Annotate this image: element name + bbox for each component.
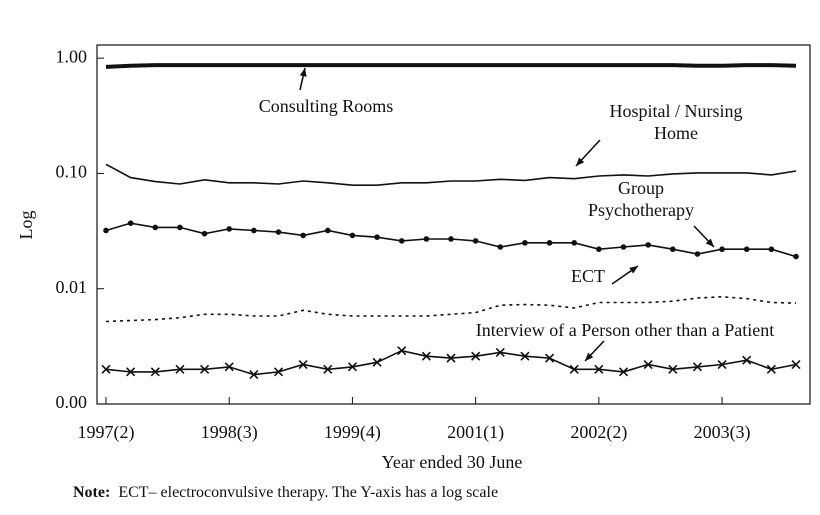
point (374, 234, 380, 240)
series-annotation: Hospital / Nursing Home (610, 101, 743, 143)
point (423, 236, 430, 242)
series-annotation: Interview of a Person other than a Patie… (476, 320, 774, 340)
point (249, 370, 259, 380)
note-label: Note: (73, 484, 110, 501)
arrow-head (629, 266, 638, 274)
series-line (105, 349, 797, 376)
y-axis-label: Log (16, 211, 36, 240)
plot-frame (96, 44, 811, 405)
point (126, 367, 136, 377)
point (103, 227, 109, 234)
point (768, 246, 775, 253)
point (743, 246, 750, 253)
annotation-line: ECT (571, 266, 605, 286)
point (522, 240, 528, 246)
point (323, 364, 333, 374)
point (569, 364, 579, 374)
point (596, 246, 602, 253)
y-tick-label: 0.00 (56, 392, 88, 412)
y-tick-label: 0.01 (56, 277, 88, 297)
series-line (105, 295, 797, 323)
x-tick-label: 1999(4) (324, 422, 381, 443)
annotation-line: Psychotherapy (588, 200, 694, 220)
point (719, 246, 725, 253)
point (175, 364, 185, 374)
point (448, 236, 454, 242)
point (669, 246, 676, 253)
point (694, 251, 701, 257)
x-tick-label: 2003(3) (694, 422, 751, 443)
point (251, 227, 257, 234)
point (742, 355, 752, 365)
point (275, 229, 282, 235)
point (620, 244, 627, 250)
y-tick-label: 0.10 (56, 162, 88, 182)
annotation-line: Group (618, 178, 664, 198)
note: Note: ECT– electroconvulsive therapy. The… (73, 484, 498, 501)
x-tick-label: 1998(3) (201, 422, 258, 443)
point (372, 357, 382, 367)
x-tick-label: 1997(2) (78, 422, 135, 443)
point (347, 362, 357, 372)
point (793, 253, 799, 260)
point (101, 364, 111, 374)
x-tick-label: 2002(2) (570, 422, 627, 443)
series-annotation: ECT (571, 266, 605, 286)
x-axis-label: Year ended 30 June (382, 452, 523, 472)
point (571, 240, 578, 246)
point (643, 359, 653, 370)
point (300, 232, 306, 239)
point (152, 224, 159, 231)
point (692, 362, 702, 372)
annotation-line: Interview of a Person other than a Patie… (476, 320, 774, 340)
point (273, 367, 284, 377)
point (349, 232, 356, 239)
annotation-line: Hospital / Nursing (610, 101, 743, 121)
arrow-head (705, 238, 714, 247)
note-text: ECT– electroconvulsive therapy. The Y-ax… (118, 484, 498, 501)
point (520, 351, 530, 361)
annotation-line: Home (654, 123, 698, 143)
series-annotation: Consulting Rooms (259, 96, 394, 116)
point (497, 244, 504, 250)
point (472, 238, 479, 244)
series-annotation: Group Psychotherapy (588, 178, 694, 220)
point (177, 224, 183, 231)
series-line (105, 163, 797, 186)
arrow-head (585, 352, 594, 361)
point (645, 242, 651, 248)
point (397, 346, 407, 356)
x-tick-label: 2001(1) (447, 422, 504, 443)
arrow-head (299, 68, 307, 77)
point (545, 353, 555, 363)
point (224, 362, 234, 372)
point (546, 240, 553, 246)
point (668, 364, 678, 374)
point (201, 230, 208, 237)
point (324, 227, 331, 234)
point (594, 364, 604, 374)
point (398, 238, 405, 244)
point (150, 367, 160, 377)
y-tick-label: 1.00 (56, 46, 88, 66)
point (446, 353, 456, 363)
arrow-head (576, 157, 585, 166)
point (717, 359, 727, 370)
point (421, 351, 431, 361)
point (127, 220, 134, 227)
point (618, 367, 629, 377)
point (298, 359, 308, 370)
point (766, 364, 776, 374)
point (495, 347, 505, 358)
point (791, 359, 801, 370)
point (471, 351, 481, 361)
point (226, 226, 233, 232)
point (200, 364, 210, 374)
annotation-line: Consulting Rooms (259, 96, 394, 116)
series-line (105, 63, 797, 69)
